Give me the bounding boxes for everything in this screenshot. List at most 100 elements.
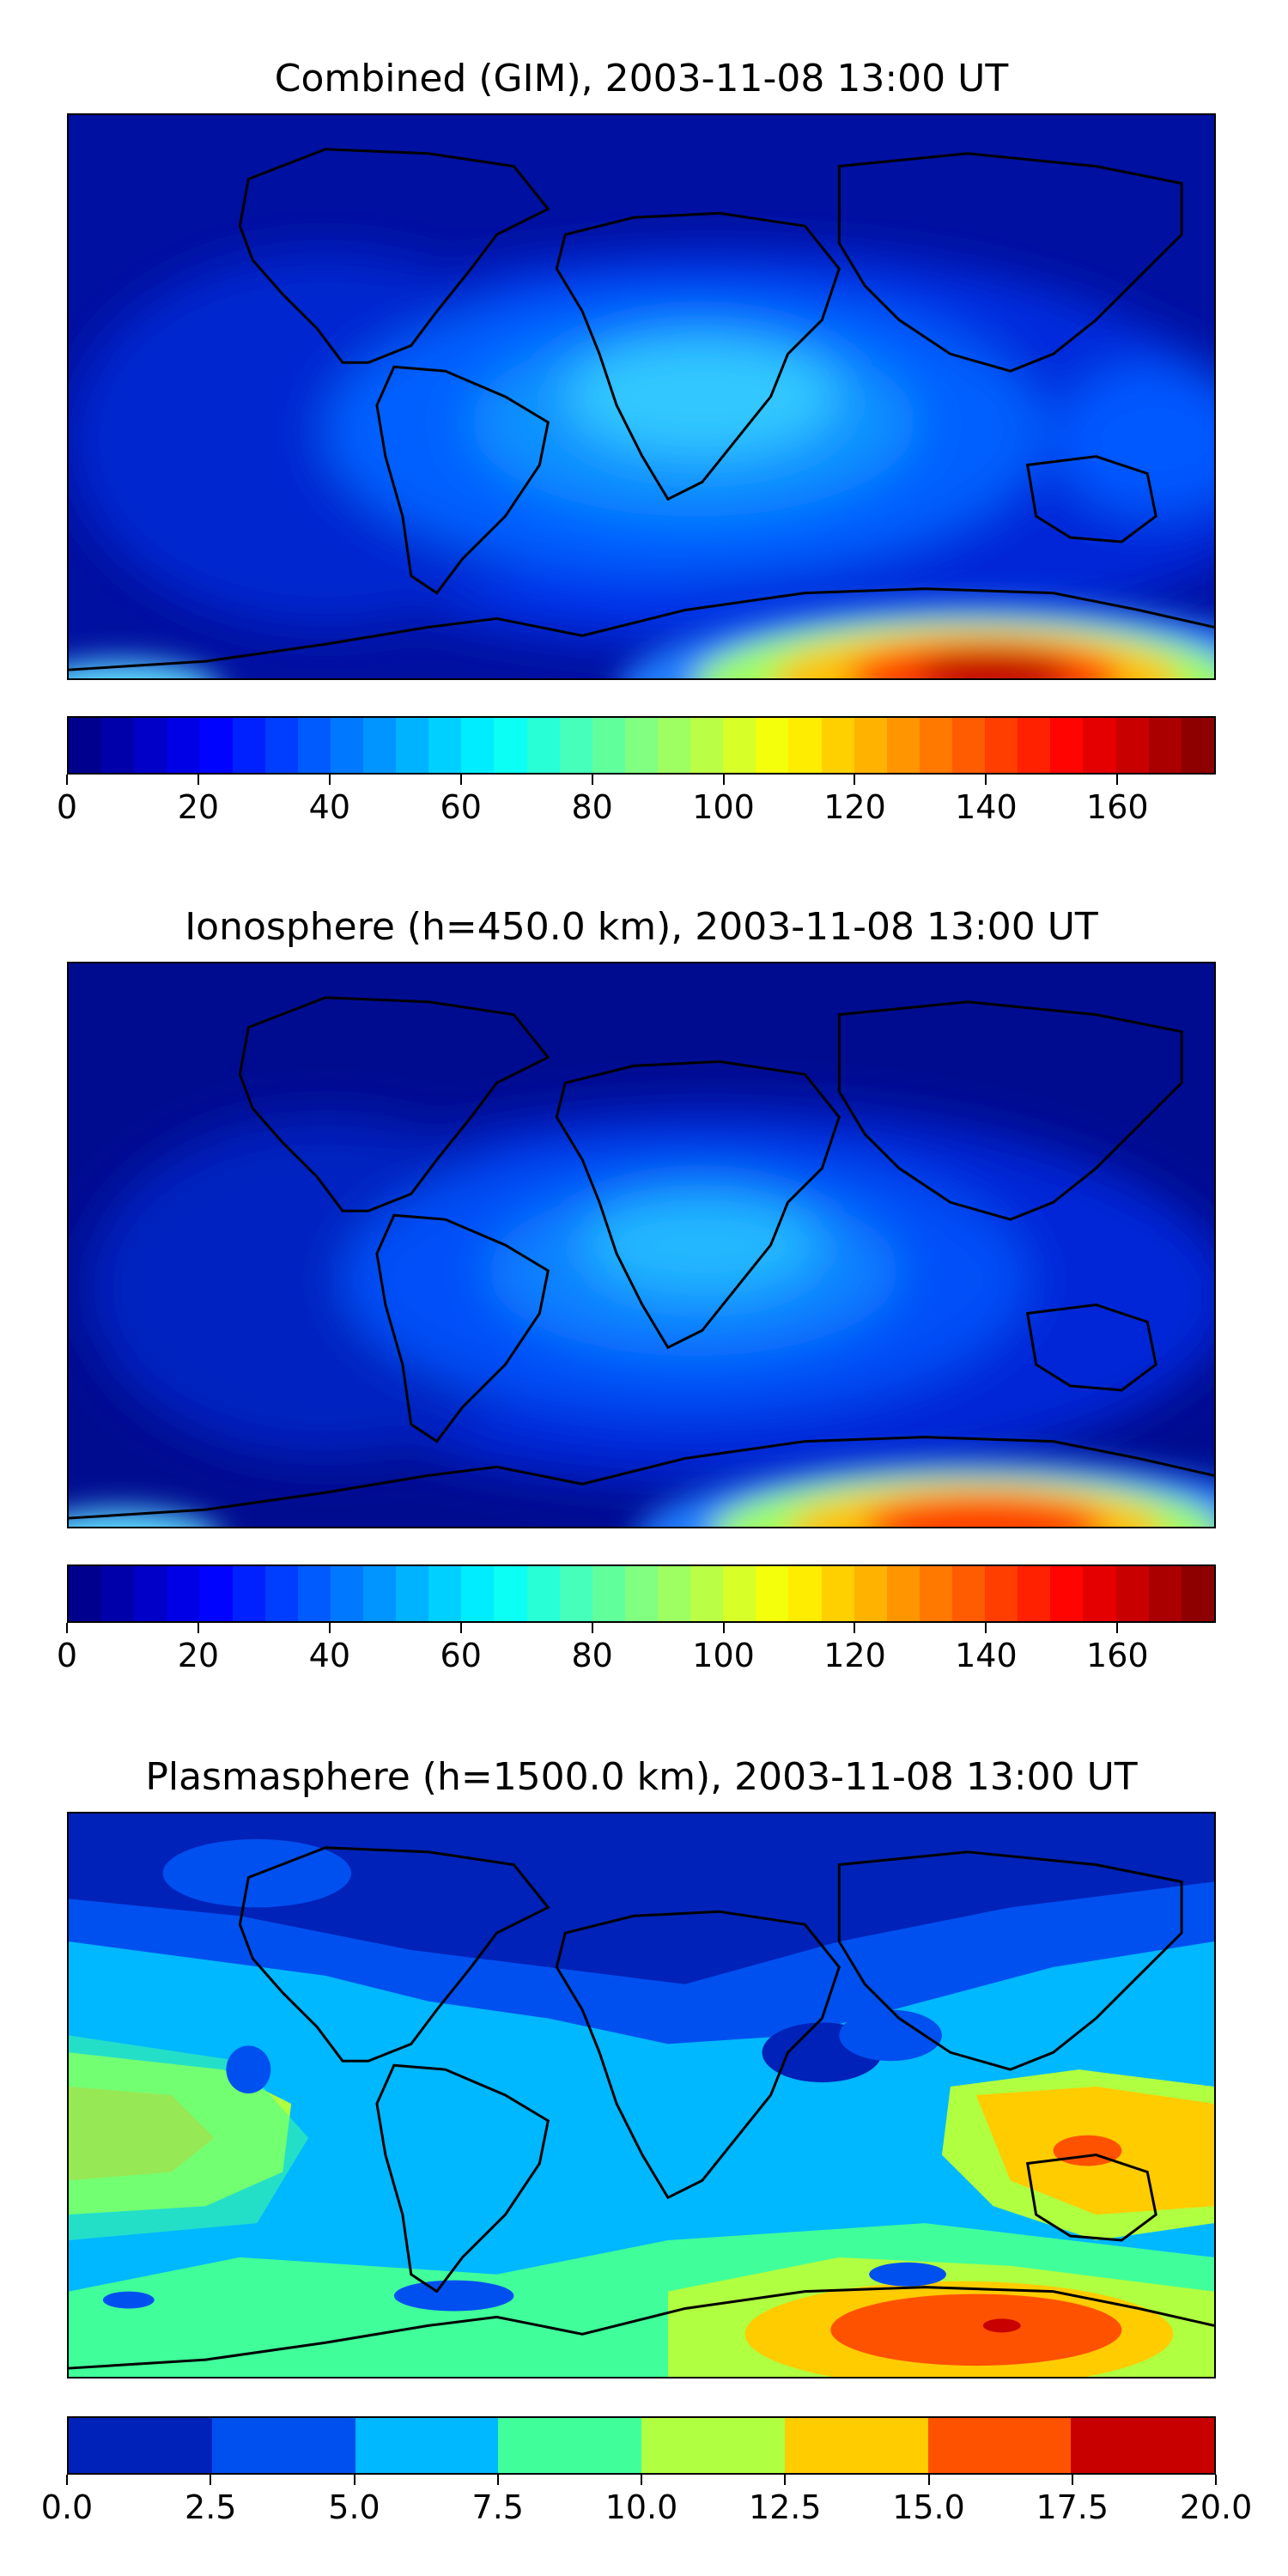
colorbar-segment bbox=[330, 718, 363, 773]
colorbar-tick-label: 0 bbox=[56, 788, 78, 826]
colorbar-segment bbox=[526, 718, 560, 773]
colorbar-segment bbox=[69, 2418, 212, 2473]
colorbar-segment bbox=[494, 718, 527, 773]
colorbar-segment bbox=[1181, 1566, 1214, 1621]
colorbar-tick-label: 20 bbox=[177, 788, 220, 826]
colorbar-segment bbox=[1083, 1566, 1116, 1621]
colorbar-segment bbox=[784, 2418, 928, 2473]
colorbar-segment bbox=[264, 1566, 298, 1621]
colorbar-tick-mark bbox=[591, 775, 593, 785]
colorbar-tick-label: 20.0 bbox=[1179, 2488, 1253, 2526]
colorbar-tick-label: 140 bbox=[955, 788, 1018, 826]
colorbar-tick-label: 160 bbox=[1086, 788, 1149, 826]
colorbar-segment bbox=[756, 718, 789, 773]
colorbar-segment bbox=[1018, 718, 1051, 773]
colorbar-segment bbox=[297, 1566, 331, 1621]
colorbar-segment bbox=[167, 718, 200, 773]
colorbar-segment bbox=[1148, 1566, 1182, 1621]
colorbar-segment bbox=[69, 1566, 102, 1621]
colorbar-tick-mark bbox=[985, 1623, 987, 1633]
colorbar-segment bbox=[723, 718, 756, 773]
colorbar-segment bbox=[821, 1566, 854, 1621]
map-combined bbox=[67, 113, 1216, 680]
colorbar-tick-label: 0 bbox=[56, 1637, 78, 1674]
colorbar-segment bbox=[919, 718, 952, 773]
colorbar-segment bbox=[624, 1566, 658, 1621]
colorbar-segment bbox=[461, 1566, 495, 1621]
colorbar-segment bbox=[1083, 718, 1116, 773]
colorbar-segment bbox=[232, 718, 265, 773]
coastlines bbox=[69, 996, 1214, 1520]
colorbar-tick-mark bbox=[985, 775, 987, 785]
colorbar-segment bbox=[624, 718, 658, 773]
colorbar-segment bbox=[788, 718, 822, 773]
colorbar-segment bbox=[559, 1566, 592, 1621]
colorbar-tick-label: 0.0 bbox=[40, 2488, 94, 2526]
map-ionosphere-svg bbox=[69, 963, 1214, 1527]
colorbar-segment bbox=[526, 1566, 560, 1621]
colorbar-tick-mark bbox=[784, 2475, 787, 2485]
colorbar-segment bbox=[199, 1566, 233, 1621]
colorbar-segment bbox=[723, 1566, 756, 1621]
colorbar-tick-mark bbox=[197, 775, 199, 785]
colorbar-segment bbox=[1050, 718, 1084, 773]
colorbar-segment bbox=[927, 2418, 1072, 2473]
coastlines bbox=[69, 148, 1214, 671]
colorbar-segment bbox=[101, 1566, 135, 1621]
colorbar-tick-mark bbox=[353, 2475, 355, 2485]
colorbar-segment bbox=[690, 718, 724, 773]
panel-title-plasmasphere: Plasmasphere (h=1500.0 km), 2003-11-08 1… bbox=[145, 1755, 1138, 1799]
colorbar-segment bbox=[951, 1566, 986, 1621]
colorbar-tick-mark bbox=[197, 1623, 199, 1633]
colorbar-ticks-combined: 0 20 40 60 80 100 120 140 160 bbox=[57, 775, 1216, 826]
colorbar-segment bbox=[167, 1566, 200, 1621]
colorbar-tick-mark bbox=[328, 775, 331, 785]
map-plasmasphere-svg bbox=[69, 1814, 1214, 2377]
colorbar-tick-mark bbox=[1071, 2475, 1073, 2485]
colorbar-tick-mark bbox=[854, 1623, 856, 1633]
colorbar-segment bbox=[690, 1566, 724, 1621]
colorbar-segment bbox=[134, 1566, 167, 1621]
colorbar-tick-mark bbox=[1116, 775, 1119, 785]
colorbar-segment bbox=[396, 1566, 429, 1621]
colorbar-tick-label: 40 bbox=[308, 788, 351, 826]
colorbar-segment bbox=[641, 2418, 785, 2473]
colorbar-tick-label: 20 bbox=[177, 1637, 220, 1674]
colorbar-segment bbox=[396, 718, 429, 773]
colorbar-ticks-plasmasphere: 0.0 2.5 5.0 7.5 10.0 12.5 15.0 17.5 20.0 bbox=[41, 2475, 1252, 2526]
colorbar-tick-label: 100 bbox=[692, 788, 755, 826]
colorbar-tick-label: 160 bbox=[1086, 1637, 1149, 1674]
colorbar-segment bbox=[494, 1566, 527, 1621]
colorbar-tick-label: 15.0 bbox=[892, 2488, 965, 2526]
colorbar-segment bbox=[101, 718, 135, 773]
colorbar-tick-label: 10.0 bbox=[605, 2488, 678, 2526]
colorbar-tick-label: 120 bbox=[823, 1637, 886, 1674]
colorbar-segment bbox=[559, 718, 592, 773]
colorbar-tick-mark bbox=[854, 775, 856, 785]
colorbar-segment bbox=[821, 718, 854, 773]
colorbar-segment bbox=[211, 2418, 355, 2473]
colorbar-segment bbox=[362, 1566, 397, 1621]
colorbar-segment bbox=[985, 1566, 1018, 1621]
colorbar-tick-label: 2.5 bbox=[185, 2488, 237, 2526]
colorbar-segment bbox=[199, 718, 233, 773]
colorbar-segment bbox=[1115, 1566, 1149, 1621]
colorbar-tick-label: 5.0 bbox=[328, 2488, 380, 2526]
map-combined-svg bbox=[69, 115, 1214, 678]
colorbar-segment bbox=[886, 1566, 920, 1621]
colorbar-tick-mark bbox=[722, 775, 725, 785]
colorbar-tick-label: 140 bbox=[955, 1637, 1018, 1674]
colorbar-segment bbox=[134, 718, 167, 773]
colorbar-segment bbox=[1071, 2418, 1214, 2473]
colorbar-segment bbox=[592, 718, 625, 773]
colorbar-segment bbox=[1148, 718, 1182, 773]
colorbar-segment bbox=[264, 718, 298, 773]
colorbar-tick-mark bbox=[328, 1623, 331, 1633]
colorbar-ticks-ionosphere: 0 20 40 60 80 100 120 140 160 bbox=[57, 1623, 1216, 1674]
colorbar-tick-label: 60 bbox=[440, 788, 482, 826]
colorbar-segment bbox=[1050, 1566, 1084, 1621]
colorbar-tick-label: 12.5 bbox=[748, 2488, 822, 2526]
colorbar-segment bbox=[592, 1566, 625, 1621]
colorbar-tick-label: 40 bbox=[308, 1637, 351, 1674]
colorbar-tick-label: 60 bbox=[440, 1637, 482, 1674]
